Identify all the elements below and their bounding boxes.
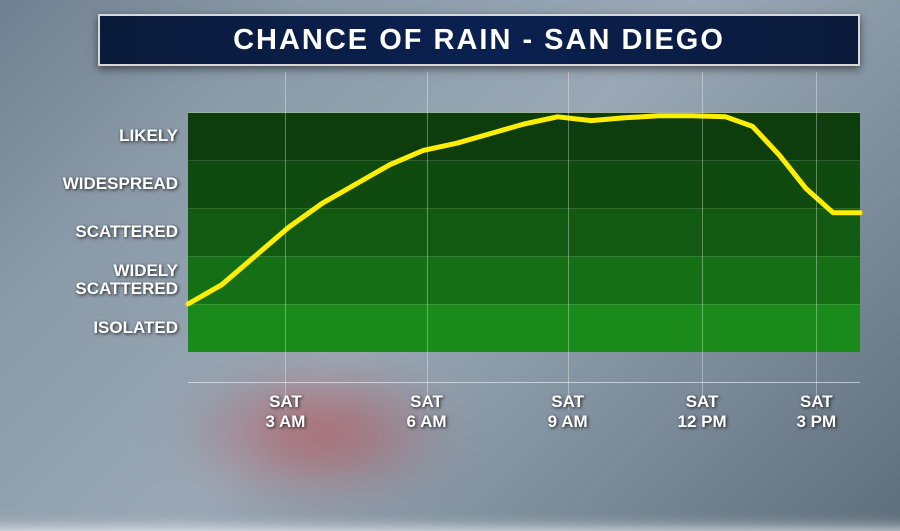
y-axis-label: WIDESPREAD (63, 175, 178, 193)
x-axis-label: SAT9 AM (548, 392, 588, 433)
y-axis-label: LIKELY (119, 127, 178, 145)
x-gridline (702, 72, 703, 410)
chart-area: LIKELY WIDESPREAD SCATTERED WIDELYSCATTERED… (40, 72, 860, 442)
x-gridline (427, 72, 428, 410)
y-axis-label: ISOLATED (93, 319, 178, 337)
x-gridline (816, 72, 817, 410)
rain-chance-line (188, 116, 860, 304)
chart-title: CHANCE OF RAIN - SAN DIEGO (233, 24, 725, 57)
x-axis-label: SAT6 AM (407, 392, 447, 433)
plot-region: SAT3 AMSAT6 AMSAT9 AMSAT12 PMSAT3 PM (188, 72, 860, 382)
y-axis-label: SCATTERED (75, 223, 178, 241)
y-axis-labels: LIKELY WIDESPREAD SCATTERED WIDELYSCATTERED… (40, 72, 186, 382)
x-axis-label: SAT12 PM (678, 392, 727, 433)
x-axis-label: SAT3 PM (796, 392, 836, 433)
title-bar: CHANCE OF RAIN - SAN DIEGO (98, 14, 860, 66)
x-gridline (285, 72, 286, 410)
x-gridline (568, 72, 569, 410)
plot-bottom-edge (188, 382, 860, 383)
x-axis-label: SAT3 AM (265, 392, 305, 433)
y-axis-label: WIDELYSCATTERED (75, 262, 178, 298)
line-svg (188, 72, 860, 382)
